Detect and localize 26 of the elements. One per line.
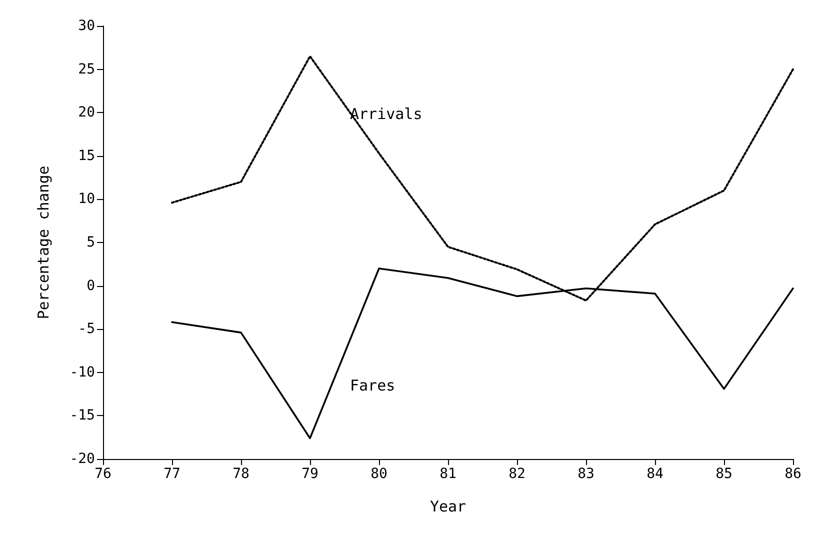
- y-tick-label: 10: [78, 191, 95, 208]
- y-tick-label: 30: [78, 18, 95, 34]
- x-tick-label: 85: [716, 466, 732, 482]
- x-tick-label: 77: [164, 466, 180, 482]
- y-tick-label: 5: [86, 234, 95, 250]
- y-tick-label: -20: [70, 451, 95, 467]
- series-label: Arrivals: [350, 104, 422, 123]
- x-tick-label: 83: [578, 466, 594, 482]
- y-tick-label: 0: [86, 278, 95, 294]
- x-tick-label: 84: [646, 466, 664, 482]
- y-tick-label: -10: [70, 364, 95, 380]
- x-tick-label: 81: [440, 466, 456, 482]
- y-tick-label: 15: [78, 148, 95, 164]
- x-tick-label: 82: [508, 466, 526, 482]
- y-tick-label: 25: [78, 61, 95, 78]
- x-tick-label: 79: [302, 466, 318, 482]
- series-label: Fares: [350, 376, 396, 395]
- y-axis-title: Percentage change: [34, 166, 52, 320]
- x-tick-label: 80: [370, 466, 388, 482]
- x-tick-label: 86: [784, 466, 802, 482]
- x-tick-label: 76: [94, 466, 112, 482]
- y-tick-label: -5: [78, 321, 95, 338]
- x-tick-label: 78: [232, 466, 250, 482]
- x-axis-title: Year: [430, 498, 466, 516]
- y-tick-label: -15: [70, 408, 95, 424]
- y-tick-label: 20: [78, 104, 95, 121]
